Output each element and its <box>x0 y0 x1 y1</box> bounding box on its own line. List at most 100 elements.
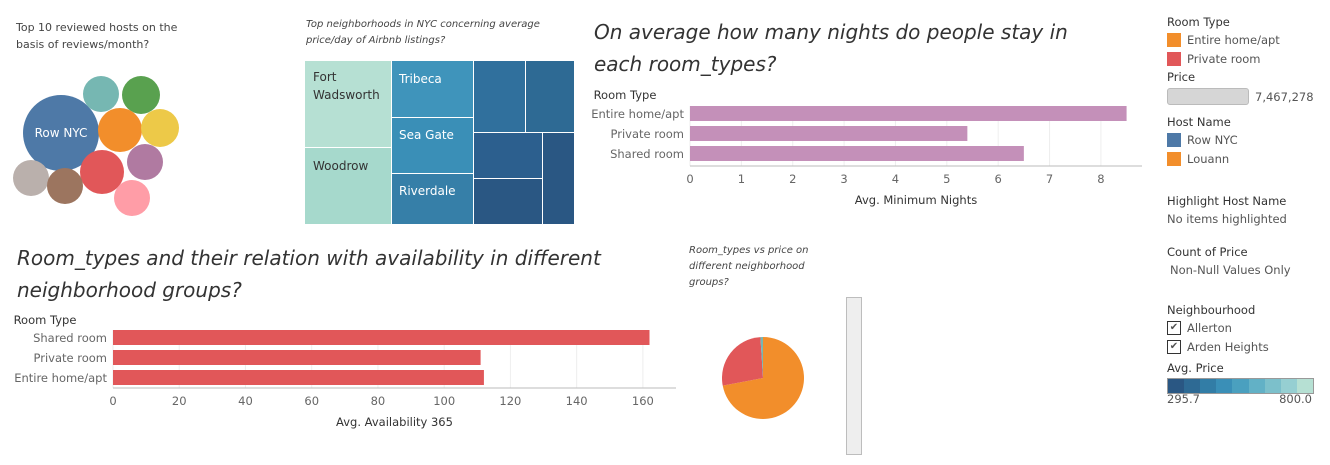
bubble-0[interactable] <box>23 95 99 171</box>
availability-bar-chart[interactable]: Room Type 0 20 40 60 80 100 120 140 160 Shared roo… <box>10 310 680 440</box>
category-label: Private room <box>34 351 108 365</box>
pie-slice-0[interactable] <box>722 337 804 419</box>
price-value: 7,467,278 <box>1255 89 1314 104</box>
neigh-label: Allerton <box>1187 320 1232 335</box>
avg-price-max: 800.0 <box>1279 394 1312 403</box>
nights-bar-chart[interactable]: Room Type 0 1 2 3 4 5 6 7 8 Entire home/apt Private… <box>585 84 1145 214</box>
x-tick-label: 100 <box>433 394 455 408</box>
x-tick-label: 0 <box>686 172 693 186</box>
bubble-2[interactable] <box>122 76 160 114</box>
treemap-cell-8[interactable] <box>543 133 574 224</box>
pie-chart[interactable] <box>715 330 815 430</box>
bar-1[interactable] <box>690 126 968 141</box>
treemap-cell-1[interactable] <box>305 148 391 224</box>
x-tick-label: 3 <box>840 172 847 186</box>
legend-panel: Room Type Entire home/apt Private room P… <box>1167 15 1327 403</box>
treemap-label: Tribeca <box>398 72 442 86</box>
highlight-head: Highlight Host Name <box>1167 194 1287 208</box>
bar-0[interactable] <box>113 330 650 345</box>
count-value[interactable]: Non-Null Values Only <box>1170 263 1291 277</box>
host-name-head: Host Name <box>1167 115 1231 129</box>
x-tick-label: 7 <box>1046 172 1053 186</box>
legend-item-entire[interactable]: Entire home/apt <box>1167 30 1327 49</box>
legend-item-row-nyc[interactable]: Row NYC <box>1167 130 1327 149</box>
bar-0[interactable] <box>690 106 1127 121</box>
checkbox-icon[interactable]: ✔ <box>1167 339 1181 354</box>
checkbox-icon[interactable]: ✔ <box>1167 320 1181 335</box>
bar-1[interactable] <box>113 350 481 365</box>
price-slider-track[interactable] <box>1167 88 1249 105</box>
treemap-cell-7[interactable] <box>474 133 542 178</box>
x-tick-label: 4 <box>892 172 899 186</box>
room-type-header: Room Type <box>594 88 657 102</box>
x-tick-label: 20 <box>172 394 187 408</box>
category-label: Shared room <box>33 331 107 345</box>
treemap-label: Wadsworth <box>313 88 380 102</box>
avg-price-head: Avg. Price <box>1167 361 1224 375</box>
pie-chart-title: Room_types vs price on different neighbo… <box>689 245 809 288</box>
bubble-chart[interactable]: Row NYC <box>0 60 200 230</box>
avg-price-range: 295.7 800.0 <box>1167 394 1312 403</box>
treemap-chart[interactable]: Fort Wadsworth Woodrow Tribeca Sea Gate River… <box>305 61 575 226</box>
pie-slice-1[interactable] <box>722 337 763 386</box>
x-tick-label: 6 <box>995 172 1002 186</box>
treemap-label: Sea Gate <box>399 128 454 142</box>
bubble-5[interactable] <box>80 150 124 194</box>
x-axis-title: Avg. Availability 365 <box>336 415 453 429</box>
treemap-cell-5[interactable] <box>474 61 525 132</box>
price-head: Price <box>1167 70 1196 84</box>
bubble-3[interactable] <box>98 108 142 152</box>
x-tick-label: 80 <box>371 394 386 408</box>
neigh-item-arden[interactable]: ✔ Arden Heights <box>1167 337 1327 355</box>
x-tick-label: 160 <box>632 394 654 408</box>
host-legend-list[interactable]: Row NYC Louann <box>1167 130 1327 167</box>
treemap-title: Top neighborhoods in NYC concerning aver… <box>306 19 540 46</box>
x-tick-label: 140 <box>566 394 588 408</box>
vertical-scrollbar[interactable] <box>846 297 862 455</box>
bar-2[interactable] <box>690 146 1024 161</box>
pie-slice-2[interactable] <box>760 337 763 378</box>
bubble-label-row-nyc: Row NYC <box>35 126 88 140</box>
category-label: Shared room <box>610 147 684 161</box>
treemap-cell-0[interactable] <box>305 61 391 147</box>
bubble-4[interactable] <box>141 109 179 147</box>
neigh-item-allerton[interactable]: ✔ Allerton <box>1167 318 1327 337</box>
neigh-label: Arden Heights <box>1187 339 1269 354</box>
category-label: Private room <box>611 127 685 141</box>
bubble-7[interactable] <box>13 160 49 196</box>
treemap-cell-4[interactable] <box>392 174 473 224</box>
x-tick-label: 0 <box>109 394 116 408</box>
legend-item-private[interactable]: Private room <box>1167 49 1327 68</box>
avg-price-min: 295.7 <box>1167 394 1200 403</box>
legend-label: Louann <box>1187 151 1230 166</box>
bubble-1[interactable] <box>83 76 119 112</box>
highlight-value[interactable]: No items highlighted <box>1167 212 1287 226</box>
treemap-cell-6[interactable] <box>526 61 574 132</box>
treemap-cell-2[interactable] <box>392 61 473 117</box>
swatch-icon <box>1167 132 1181 147</box>
room-type-legend-list[interactable]: Entire home/apt Private room <box>1167 30 1327 68</box>
swatch-icon <box>1167 151 1181 166</box>
room-type-legend-head: Room Type <box>1167 15 1230 29</box>
treemap-label: Woodrow <box>313 159 368 173</box>
treemap-cell-9[interactable] <box>474 179 542 224</box>
neighbourhood-filter-list[interactable]: ✔ Allerton ✔ Arden Heights <box>1167 318 1327 355</box>
bubble-9[interactable] <box>114 180 150 216</box>
treemap-label: Riverdale <box>399 184 456 198</box>
x-tick-label: 60 <box>304 394 319 408</box>
legend-label: Entire home/apt <box>1187 32 1280 47</box>
swatch-icon <box>1167 32 1181 47</box>
treemap-cell-3[interactable] <box>392 118 473 173</box>
x-axis-title: Avg. Minimum Nights <box>855 193 977 207</box>
x-tick-label: 40 <box>238 394 253 408</box>
treemap-label: Fort <box>313 70 337 84</box>
legend-item-louann[interactable]: Louann <box>1167 149 1327 167</box>
price-slider[interactable]: 7,467,278 <box>1167 88 1327 105</box>
legend-label: Private room <box>1187 51 1261 66</box>
bubble-6[interactable] <box>127 144 163 180</box>
bubble-8[interactable] <box>47 168 83 204</box>
x-tick-label: 120 <box>499 394 521 408</box>
count-head: Count of Price <box>1167 245 1248 259</box>
bar-2[interactable] <box>113 370 484 385</box>
x-tick-label: 8 <box>1097 172 1104 186</box>
